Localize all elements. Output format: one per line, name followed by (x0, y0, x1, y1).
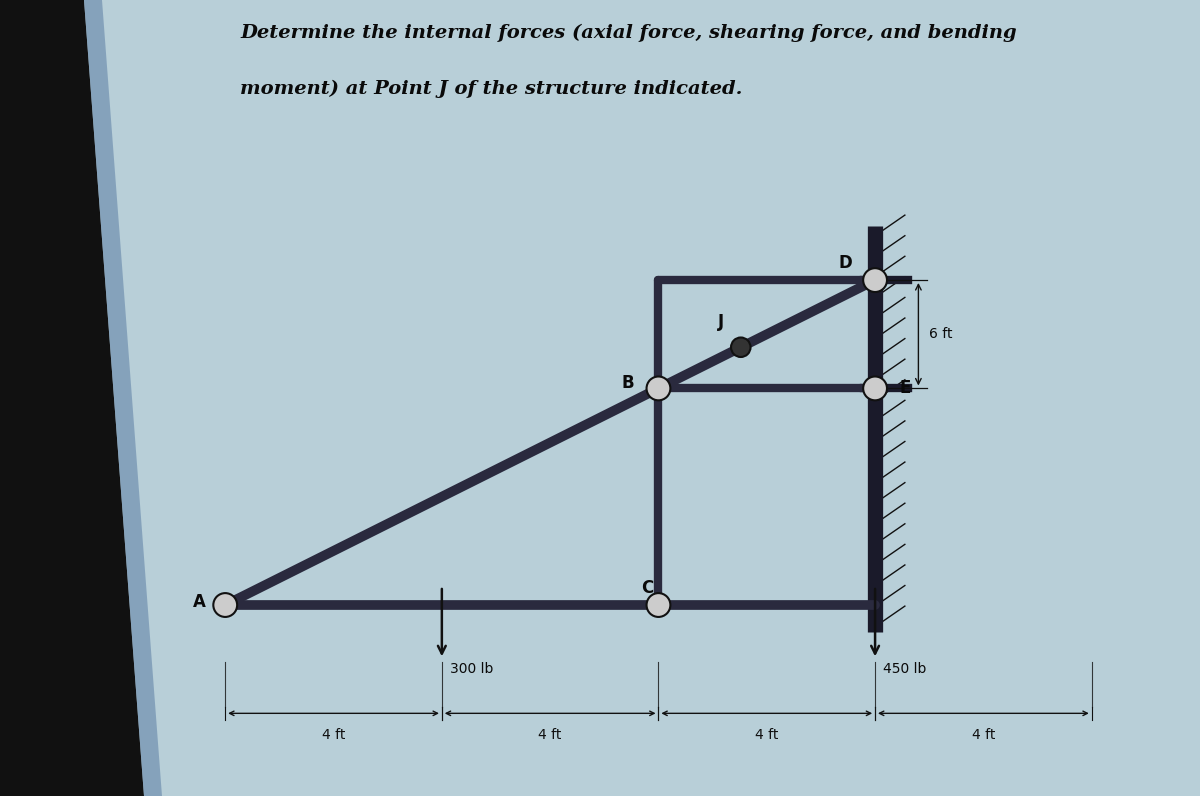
Circle shape (647, 593, 671, 617)
Text: Determine the internal forces (axial force, shearing force, and bending: Determine the internal forces (axial for… (240, 24, 1016, 42)
Text: 4 ft: 4 ft (322, 728, 346, 743)
Circle shape (214, 593, 238, 617)
Text: C: C (641, 579, 653, 597)
Text: 6 ft: 6 ft (929, 327, 953, 341)
Text: J: J (719, 313, 725, 331)
Circle shape (731, 338, 750, 357)
Circle shape (863, 377, 887, 400)
Text: E: E (900, 380, 911, 397)
Text: A: A (193, 593, 206, 611)
Polygon shape (84, 0, 162, 796)
Text: D: D (839, 254, 852, 272)
Text: 450 lb: 450 lb (883, 662, 926, 676)
Text: 300 lb: 300 lb (450, 662, 493, 676)
Text: 4 ft: 4 ft (972, 728, 995, 743)
Text: 4 ft: 4 ft (539, 728, 562, 743)
Polygon shape (0, 0, 144, 796)
Text: moment) at Point J of the structure indicated.: moment) at Point J of the structure indi… (240, 80, 743, 98)
Circle shape (863, 268, 887, 292)
Circle shape (647, 377, 671, 400)
Text: B: B (622, 374, 634, 392)
Text: 4 ft: 4 ft (755, 728, 779, 743)
